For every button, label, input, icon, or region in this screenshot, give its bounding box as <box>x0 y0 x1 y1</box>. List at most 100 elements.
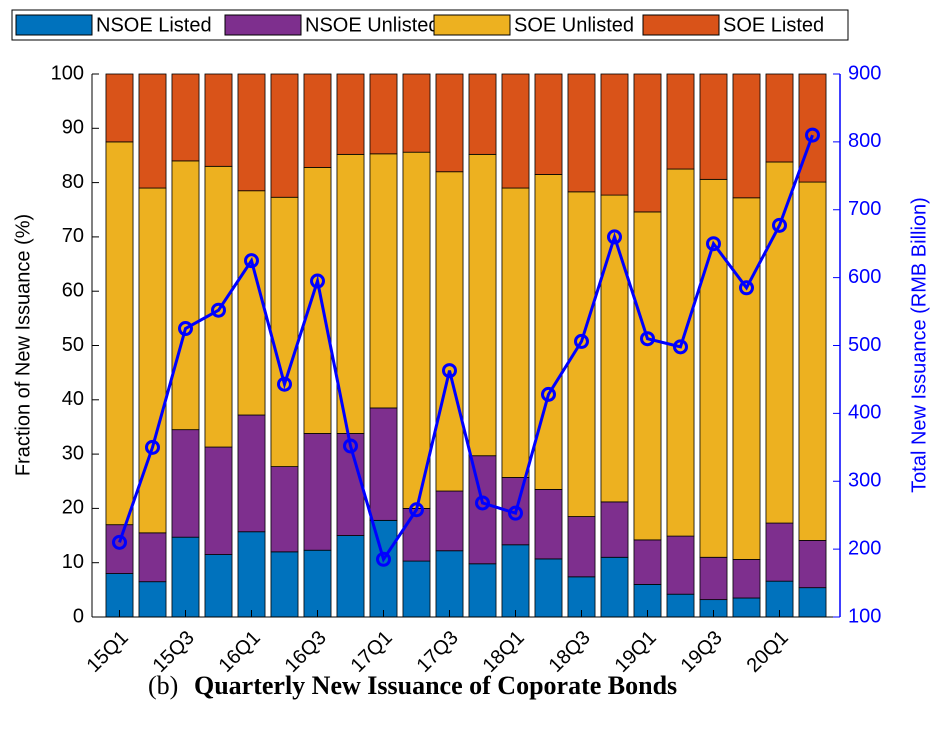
bar-segment <box>369 153 398 409</box>
bar-segment <box>171 536 200 618</box>
bar-segment <box>501 187 530 478</box>
bar-segment <box>303 166 332 434</box>
y2-tick-label: 400 <box>848 402 881 424</box>
bar-segment <box>534 488 563 560</box>
bar-segment <box>105 141 134 526</box>
marker <box>673 339 688 355</box>
bar-segment <box>171 73 200 162</box>
y2-tick-label: 100 <box>848 605 881 627</box>
marker <box>145 439 160 455</box>
bar-segment <box>567 516 596 578</box>
bar-segment <box>633 73 662 213</box>
marker <box>343 438 358 454</box>
x-tick-label: 17Q1 <box>347 627 397 677</box>
marker <box>376 551 391 567</box>
bar-segment <box>105 573 134 618</box>
y2-tick-label: 300 <box>848 470 881 492</box>
line <box>118 134 814 563</box>
y-tick-label: 60 <box>62 279 84 301</box>
y-tick-label: 30 <box>62 442 84 464</box>
bar-segment <box>204 165 233 448</box>
bar-segment <box>138 581 167 618</box>
bar-segment <box>765 161 794 524</box>
bar-segment <box>798 587 827 618</box>
y-tick-label: 20 <box>62 497 84 519</box>
marker <box>244 253 259 269</box>
y-tick-label: 40 <box>62 388 84 410</box>
bar-segment <box>435 490 464 552</box>
bar-segment <box>534 73 563 175</box>
bar-segment <box>336 73 365 155</box>
bar-segment <box>666 73 695 170</box>
bar-segment <box>270 196 299 467</box>
y-axis-label: Fraction of New Issuance (%) <box>12 214 34 476</box>
marker <box>739 280 754 296</box>
bar-segment <box>666 535 695 595</box>
bar-segment <box>303 433 332 551</box>
y-tick-label: 90 <box>62 117 84 139</box>
bar-segment <box>600 73 629 196</box>
bar-segment <box>237 531 266 618</box>
y2-tick-label: 900 <box>848 62 881 84</box>
legend-label: NSOE Unlisted <box>305 14 440 36</box>
bar-segment <box>138 73 167 189</box>
bar-segment <box>138 532 167 583</box>
x-tick-label: 16Q1 <box>215 627 265 677</box>
bar-segment <box>435 73 464 173</box>
bar-segment <box>138 187 167 534</box>
y-tick-label: 100 <box>51 62 84 84</box>
bar-segment <box>732 597 761 618</box>
bar-segment <box>765 522 794 582</box>
marker <box>640 331 655 347</box>
y2-tick-label: 500 <box>848 334 881 356</box>
bar-segment <box>699 556 728 601</box>
marker <box>706 236 721 252</box>
y2-tick-label: 800 <box>848 130 881 152</box>
bar-segment <box>204 73 233 167</box>
bar-segment <box>303 73 332 168</box>
bar-segment <box>402 560 431 618</box>
legend-label: NSOE Listed <box>96 14 212 36</box>
marker <box>475 495 490 511</box>
x-tick-label: 19Q1 <box>611 627 661 677</box>
bar-segment <box>666 593 695 618</box>
y-tick-label: 80 <box>62 171 84 193</box>
y-tick-label: 0 <box>73 605 84 627</box>
bar-segment <box>369 407 398 521</box>
bar-segment <box>336 535 365 618</box>
bar-segment <box>501 544 530 618</box>
bar-segment <box>765 73 794 163</box>
bar-segment <box>270 551 299 618</box>
chart-title: Quarterly New Issuance of Coporate Bonds <box>194 671 677 700</box>
bar-segment <box>237 190 266 416</box>
bar-segment <box>336 153 365 434</box>
bar-segment <box>699 178 728 558</box>
legend-swatch <box>15 14 93 36</box>
marker <box>178 321 193 337</box>
x-tick-label: 18Q3 <box>545 627 595 677</box>
bar-segment <box>600 556 629 618</box>
x-tick-label: 19Q3 <box>677 627 727 677</box>
marker <box>112 534 127 550</box>
x-tick-label: 18Q1 <box>479 627 529 677</box>
bar-segment <box>270 466 299 553</box>
bar-segment <box>369 519 398 618</box>
y2-axis-label: Total New Issuance (RMB Billion) <box>908 197 930 493</box>
x-tick-label: 16Q3 <box>281 627 331 677</box>
marker <box>310 273 325 289</box>
bar-segment <box>435 171 464 492</box>
bar-segment <box>105 73 134 143</box>
legend-label: SOE Unlisted <box>514 14 634 36</box>
legend-swatch <box>224 14 302 36</box>
bar-segment <box>468 563 497 618</box>
bar-segment <box>534 174 563 490</box>
bar-segment <box>204 554 233 618</box>
bar-segment <box>798 181 827 541</box>
bar-segment <box>270 73 299 198</box>
bar-segment <box>468 73 497 155</box>
marker <box>607 229 622 245</box>
bar-segment <box>732 559 761 599</box>
marker <box>541 386 556 402</box>
